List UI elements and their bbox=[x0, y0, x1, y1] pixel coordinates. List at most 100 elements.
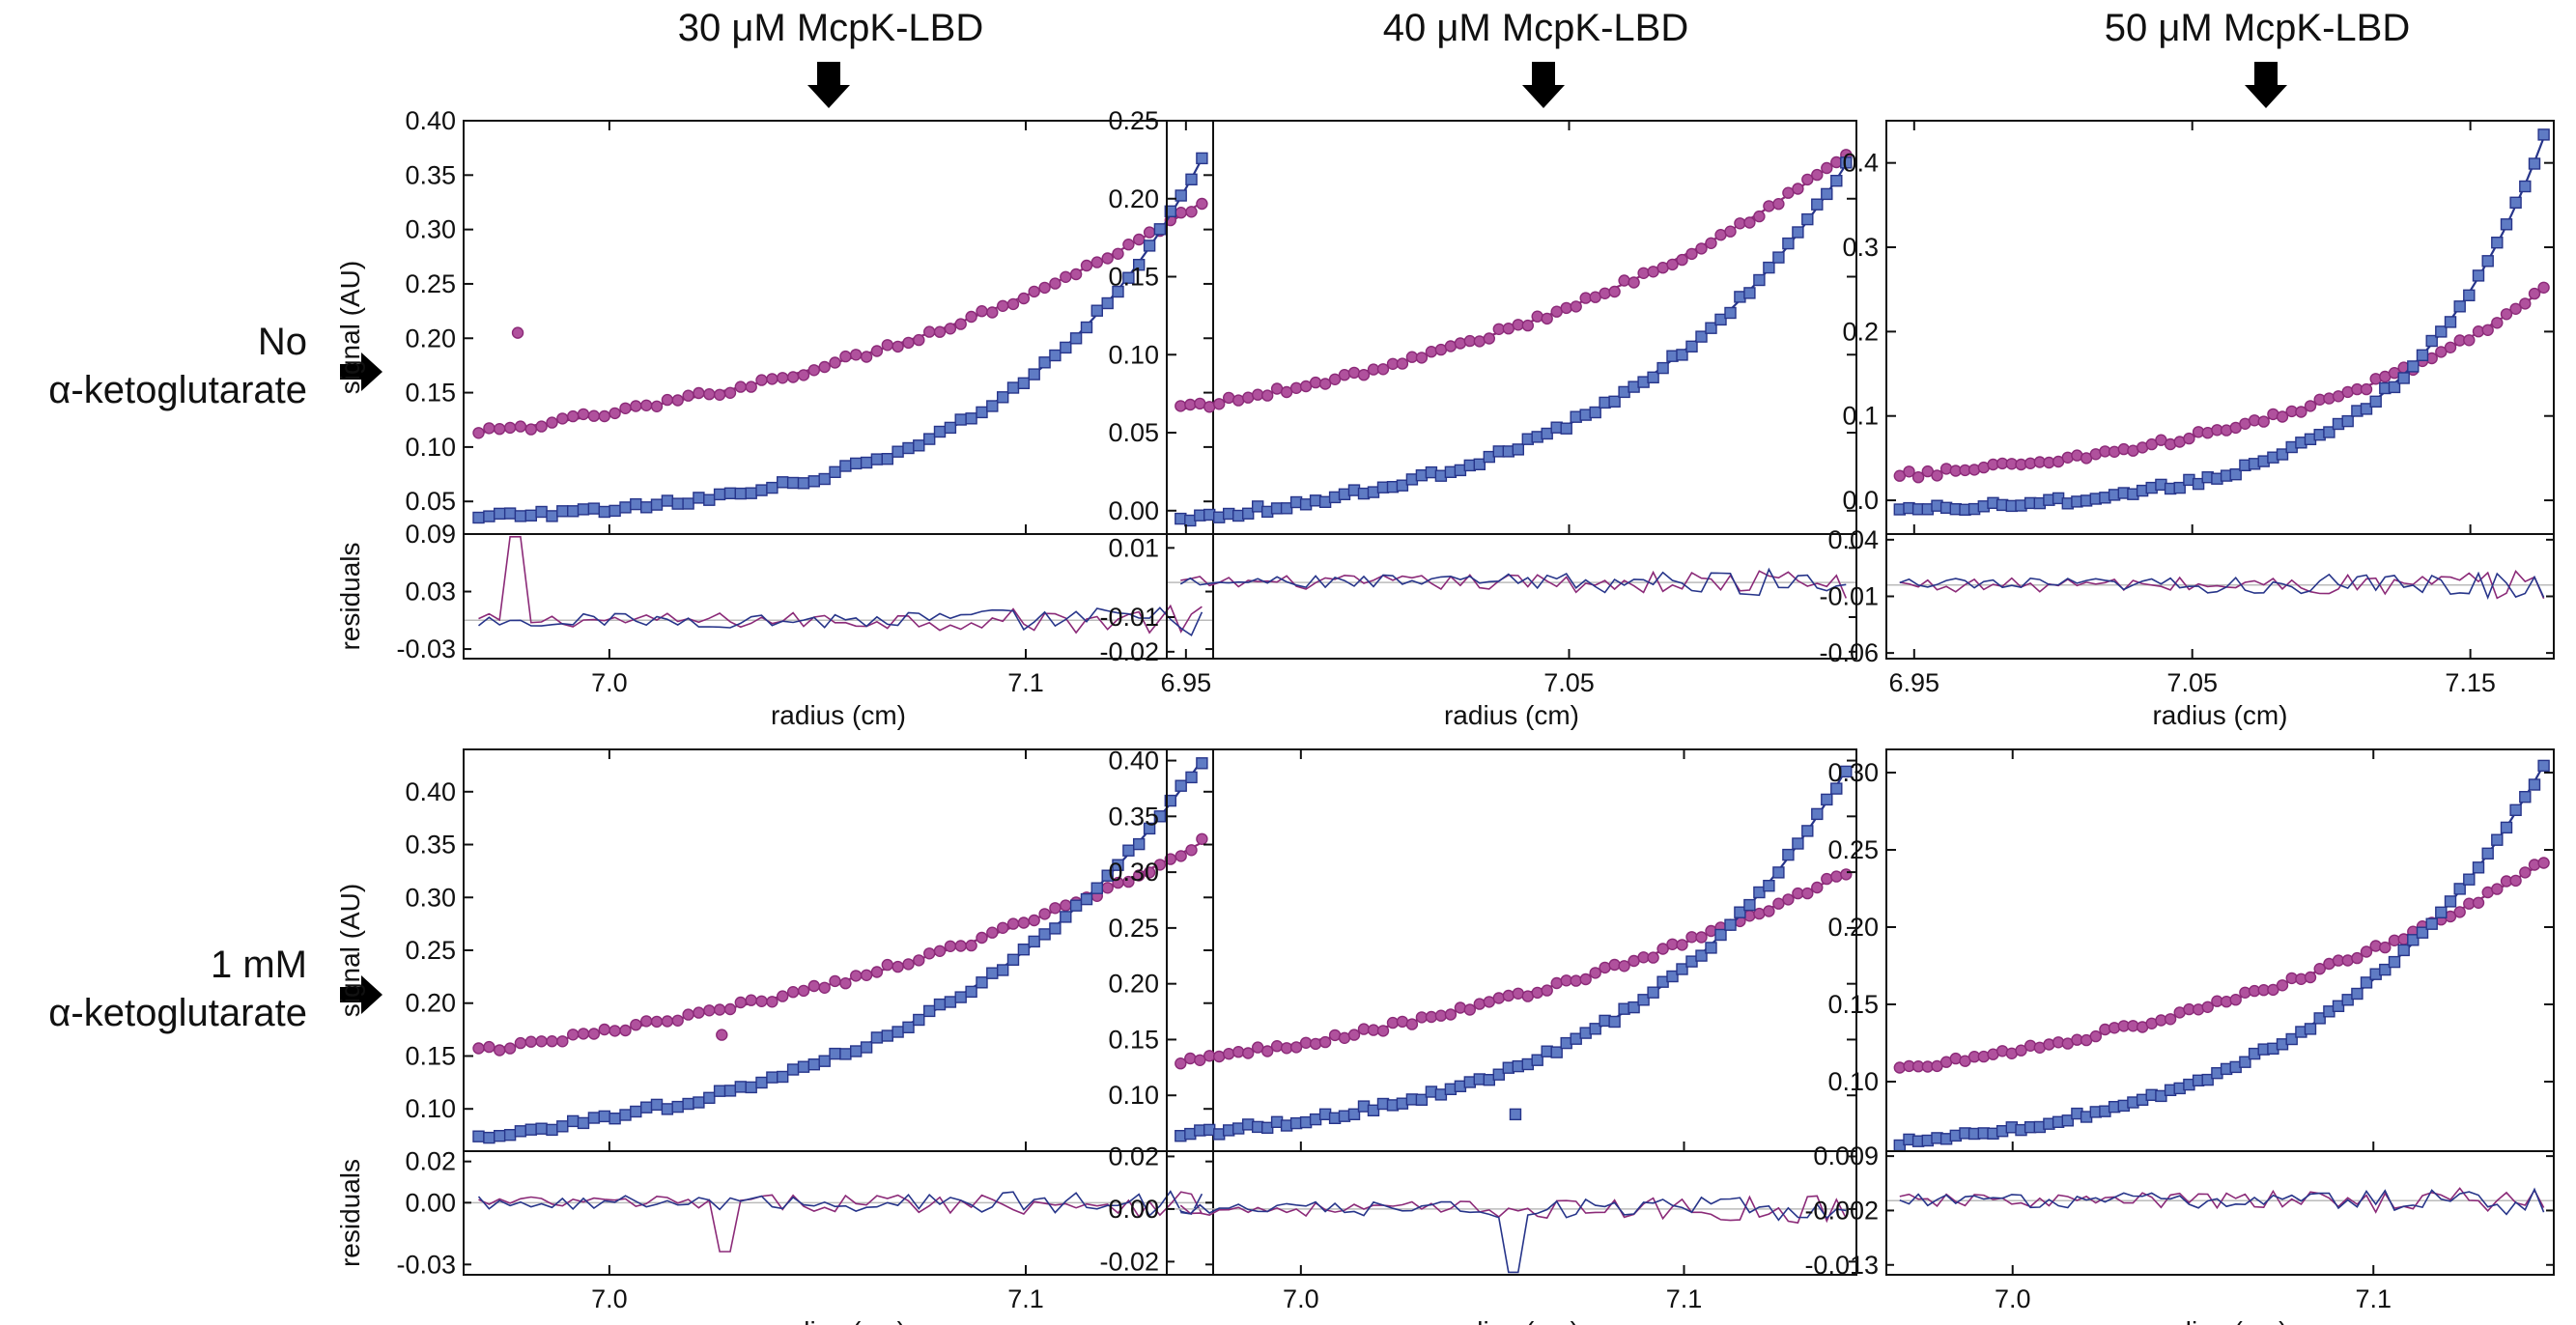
blue-point bbox=[892, 445, 904, 458]
blue-point bbox=[2229, 468, 2242, 481]
right-arrow-icon bbox=[340, 352, 382, 391]
magenta-point bbox=[598, 1023, 610, 1036]
blue-point bbox=[2173, 481, 2186, 494]
y-tick-label: 0.40 bbox=[1108, 747, 1159, 775]
down-arrow-icon bbox=[1522, 62, 1565, 108]
magenta-point bbox=[933, 944, 947, 957]
magenta-point bbox=[1637, 267, 1650, 279]
y-tick-label: 0.10 bbox=[1827, 1067, 1879, 1096]
magenta-residual-line bbox=[478, 536, 1203, 634]
magenta-point bbox=[1792, 183, 1804, 195]
magenta-fit-line bbox=[478, 841, 1203, 1053]
blue-point bbox=[829, 1047, 841, 1060]
blue-point bbox=[1185, 173, 1198, 186]
blue-point bbox=[870, 453, 884, 465]
y-tick-label: 0.0 bbox=[1842, 486, 1879, 515]
magenta-point bbox=[1309, 376, 1322, 389]
x-tick-label: 7.15 bbox=[2445, 668, 2496, 697]
magenta-point bbox=[745, 381, 757, 393]
magenta-point bbox=[546, 416, 558, 429]
residual-tick-label: 0.01 bbox=[1108, 533, 1159, 562]
magenta-point bbox=[671, 1014, 684, 1028]
magenta-point bbox=[1685, 247, 1698, 261]
y-tick-label: 0.20 bbox=[405, 989, 456, 1018]
blue-point bbox=[766, 1071, 778, 1084]
magenta-point bbox=[1017, 916, 1031, 929]
x-axis-label: radius (cm) bbox=[771, 1316, 906, 1325]
magenta-point bbox=[503, 421, 517, 435]
blue-point bbox=[1840, 765, 1853, 778]
magenta-point bbox=[1367, 1024, 1380, 1036]
blue-point bbox=[2435, 906, 2448, 918]
magenta-point bbox=[2276, 410, 2289, 423]
magenta-point bbox=[1444, 1008, 1458, 1021]
blue-point bbox=[1734, 906, 1746, 918]
magenta-point bbox=[1212, 398, 1226, 410]
x-tick-label: 7.1 bbox=[1007, 668, 1044, 697]
blue-point bbox=[2463, 289, 2476, 301]
magenta-point bbox=[1038, 281, 1051, 295]
blue-point bbox=[2407, 934, 2420, 946]
y-tick-label: 0.30 bbox=[405, 883, 456, 912]
blue-point bbox=[1724, 306, 1737, 320]
residuals-axis-label: residuals bbox=[335, 542, 365, 650]
magenta-point bbox=[1560, 301, 1572, 315]
blue-point bbox=[1589, 406, 1601, 419]
blue-point bbox=[1396, 479, 1409, 492]
magenta-point bbox=[1241, 1047, 1255, 1059]
blue-point bbox=[723, 487, 737, 499]
blue-point bbox=[1782, 237, 1795, 250]
magenta-point bbox=[1550, 976, 1563, 990]
blue-point bbox=[1676, 963, 1688, 975]
blue-point bbox=[524, 1123, 537, 1136]
magenta-point bbox=[954, 318, 967, 330]
x-tick-label: 7.05 bbox=[1543, 668, 1595, 697]
magenta-point bbox=[797, 369, 810, 381]
magenta-point bbox=[1222, 391, 1235, 405]
magenta-point bbox=[2351, 951, 2364, 965]
magenta-point bbox=[1676, 939, 1688, 951]
magenta-point bbox=[2360, 382, 2373, 396]
blue-point bbox=[577, 503, 590, 516]
magenta-point bbox=[472, 427, 485, 439]
blue-point bbox=[1101, 869, 1114, 882]
magenta-point bbox=[1473, 335, 1486, 348]
y-tick-label: 0.25 bbox=[1827, 835, 1879, 864]
blue-point bbox=[1801, 212, 1814, 226]
magenta-point bbox=[913, 954, 925, 967]
magenta-point bbox=[1579, 292, 1592, 304]
blue-point bbox=[598, 505, 610, 519]
magenta-point bbox=[567, 409, 580, 423]
blue-point bbox=[986, 967, 999, 979]
blue-point bbox=[1685, 340, 1698, 352]
y-axis-label: signal (AU) bbox=[335, 884, 365, 1017]
blue-point bbox=[2463, 873, 2476, 886]
blue-residual-line bbox=[1180, 1196, 1847, 1274]
magenta-point bbox=[2304, 400, 2317, 412]
magenta-point bbox=[1212, 1050, 1226, 1063]
magenta-point bbox=[797, 984, 810, 998]
blue-point bbox=[1415, 1093, 1429, 1107]
magenta-point bbox=[1512, 319, 1525, 331]
magenta-point bbox=[1280, 1042, 1293, 1055]
y-tick-label: 0.15 bbox=[1827, 990, 1879, 1019]
blue-fit-line bbox=[1899, 764, 2545, 1145]
magenta-point bbox=[2491, 317, 2504, 329]
magenta-point bbox=[1222, 1047, 1235, 1060]
blue-point bbox=[1006, 953, 1020, 966]
blue-point bbox=[860, 456, 873, 469]
blue-point bbox=[944, 996, 957, 1008]
y-tick-label: 0.25 bbox=[405, 936, 456, 965]
blue-point bbox=[609, 504, 621, 518]
y-tick-label: 0.35 bbox=[405, 831, 456, 860]
blue-point bbox=[1830, 782, 1843, 795]
blue-point bbox=[965, 412, 977, 425]
magenta-point bbox=[1705, 237, 1717, 250]
blue-point bbox=[703, 493, 716, 506]
magenta-point bbox=[682, 389, 694, 402]
magenta-point bbox=[619, 1024, 632, 1037]
magenta-point bbox=[2481, 324, 2494, 336]
x-axis-label: radius (cm) bbox=[1444, 700, 1579, 730]
magenta-point bbox=[650, 400, 664, 412]
blue-point bbox=[777, 1070, 789, 1084]
